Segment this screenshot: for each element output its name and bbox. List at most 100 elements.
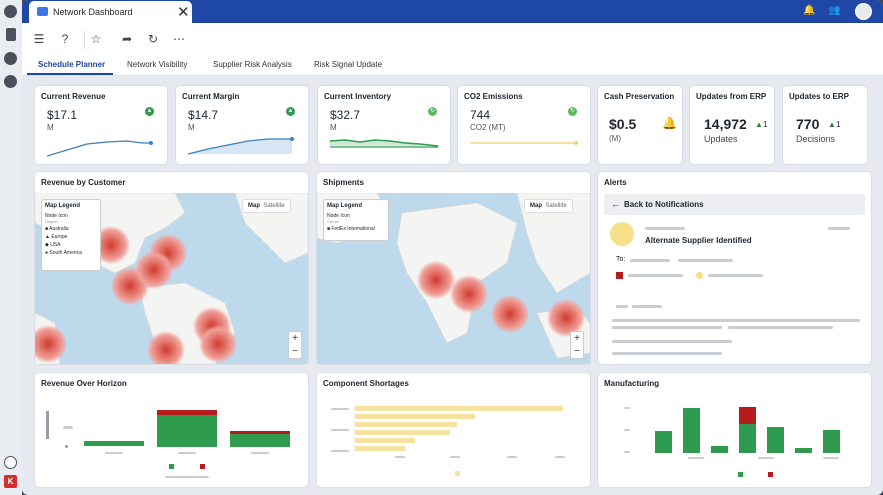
refresh-icon[interactable]: ↻: [147, 32, 159, 46]
kpi-current-margin[interactable]: Current Margin $14.7 M ▲: [175, 85, 309, 165]
kpi-updates-to-erp[interactable]: Updates to ERP 770 ▲ 1 Decisions: [782, 85, 868, 165]
x-tick: [688, 457, 704, 459]
zoom-control[interactable]: + −: [288, 331, 302, 359]
bar: [355, 430, 450, 435]
bar: [739, 407, 756, 453]
avatar[interactable]: [855, 3, 872, 20]
tab-supplier-risk-analysis[interactable]: Supplier Risk Analysis: [213, 60, 292, 69]
tab-app-icon: [37, 7, 48, 16]
map-type-toggle[interactable]: Map Satellite: [524, 199, 573, 213]
kpi-current-inventory[interactable]: Current Inventory $32.7 M ↻: [317, 85, 451, 165]
tab-network-visibility[interactable]: Network Visibility: [127, 60, 188, 69]
brand-logo-icon: K: [4, 475, 17, 488]
shipments-map[interactable]: Map Legend Node Icon Carrier ■ FedEx Int…: [317, 193, 590, 364]
y-tick: [331, 450, 349, 452]
trend-up-icon: ▲: [286, 107, 295, 116]
kpi-current-revenue[interactable]: Current Revenue $17.1 M ▲: [34, 85, 168, 165]
heat-node: [135, 251, 173, 289]
map-option[interactable]: Map: [248, 203, 260, 209]
browser-tab[interactable]: Network Dashboard ✕: [29, 1, 192, 23]
delta-up-icon: ▲: [828, 120, 836, 129]
kpi-value: $14.7: [188, 108, 219, 122]
star-icon[interactable]: ☆: [90, 32, 102, 46]
users-icon[interactable]: 👥: [828, 5, 841, 16]
y-tick: [624, 451, 630, 453]
bar: [355, 406, 563, 411]
clock-icon[interactable]: [4, 5, 17, 18]
zoom-control[interactable]: + −: [570, 331, 584, 359]
document-icon[interactable]: [6, 28, 16, 41]
sparkline: [330, 139, 439, 148]
x-tick: [105, 452, 123, 454]
heat-node: [35, 325, 67, 363]
kpi-title: Current Revenue: [41, 92, 106, 101]
kpi-value: 744: [470, 108, 491, 122]
kpi-unit: CO2 (MT): [470, 123, 506, 132]
legend-subtitle: Node Icon: [327, 213, 350, 219]
priority-marker: [616, 272, 623, 279]
heat-node: [547, 299, 585, 337]
sparkline: [47, 140, 153, 157]
bar: [711, 446, 728, 453]
active-tab-indicator: [27, 73, 113, 75]
kpi-value: 770: [796, 116, 820, 132]
legend-title: Map Legend: [327, 203, 363, 209]
x-tick: [178, 452, 196, 454]
satellite-option[interactable]: Satellite: [545, 203, 567, 209]
component-shortages-panel: Component Shortages: [316, 372, 591, 488]
map-type-toggle[interactable]: Map Satellite: [242, 199, 291, 213]
bell-alert-icon: 🔔: [662, 116, 677, 130]
placeholder-line: [728, 326, 833, 329]
back-to-notifications[interactable]: ← Back to Notifications: [604, 194, 865, 215]
kpi-unit: M: [188, 123, 195, 132]
satellite-option[interactable]: Satellite: [263, 203, 285, 209]
kpi-co2-emissions[interactable]: CO2 Emissions 744 CO2 (MT) ↻: [457, 85, 591, 165]
more-icon[interactable]: ⋯: [173, 32, 185, 46]
legend-item: ■ Australia: [45, 226, 69, 232]
bar: [655, 431, 672, 453]
bell-icon[interactable]: 🔔: [803, 5, 816, 16]
tab-schedule-planner[interactable]: Schedule Planner: [38, 60, 106, 69]
help-circle-icon[interactable]: ?: [61, 32, 69, 46]
share-icon[interactable]: ➦: [121, 32, 133, 46]
x-tick: [823, 457, 839, 459]
bar: [795, 448, 812, 453]
shipments-panel: Shipments Map Legend Node Icon Carrier ■…: [316, 171, 591, 365]
kpi-updates-from-erp[interactable]: Updates from ERP 14,972 ▲ 1 Updates: [689, 85, 775, 165]
app-window: Network Dashboard ✕ 🔔 👥 ☰ ? ☆ ➦ ↻ ⋯ Sche…: [22, 0, 883, 495]
k-logo-icon[interactable]: [4, 75, 17, 88]
bar: [355, 446, 405, 451]
kpi-unit: Decisions: [796, 134, 836, 144]
placeholder-line: [628, 274, 683, 277]
placeholder-line: [645, 227, 685, 230]
bar: [355, 422, 457, 427]
kpi-delta: 1: [763, 120, 768, 129]
kpi-cash-preservation[interactable]: Cash Preservation $0.5 (M) 🔔: [597, 85, 683, 165]
sparkline: [188, 137, 294, 155]
chat-icon[interactable]: [4, 52, 17, 65]
legend-swatch: [169, 464, 174, 469]
left-rail: K: [0, 0, 22, 495]
filters-icon[interactable]: ☰: [33, 32, 45, 46]
tab-risk-signal-update[interactable]: Risk Signal Update: [314, 60, 383, 69]
kpi-delta: 1: [836, 120, 841, 129]
map-legend: Map Legend Node Icon Carrier ■ FedEx Int…: [323, 199, 389, 241]
revenue-by-customer-panel: Revenue by Customer Map Legend Node Icon…: [34, 171, 309, 365]
kpi-unit: Updates: [704, 134, 738, 144]
close-tab-icon[interactable]: ✕: [177, 4, 190, 21]
help-icon[interactable]: [4, 456, 17, 469]
placeholder-line: [616, 305, 628, 308]
legend-swatch: [768, 472, 773, 477]
revenue-map[interactable]: Map Legend Node Icon Region ■ Australia …: [35, 193, 308, 364]
placeholder-line: [612, 352, 722, 355]
map-legend: Map Legend Node Icon Region ■ Australia …: [41, 199, 101, 271]
bar: [767, 427, 784, 453]
y-tick: [331, 429, 349, 431]
legend-underline: [165, 476, 209, 478]
axis-tick: [63, 426, 73, 429]
kpi-value: $0.5: [609, 116, 637, 132]
kpi-unit: M: [47, 123, 54, 132]
kpi-title: Current Inventory: [324, 92, 392, 101]
bar: [823, 430, 840, 453]
map-option[interactable]: Map: [530, 203, 542, 209]
